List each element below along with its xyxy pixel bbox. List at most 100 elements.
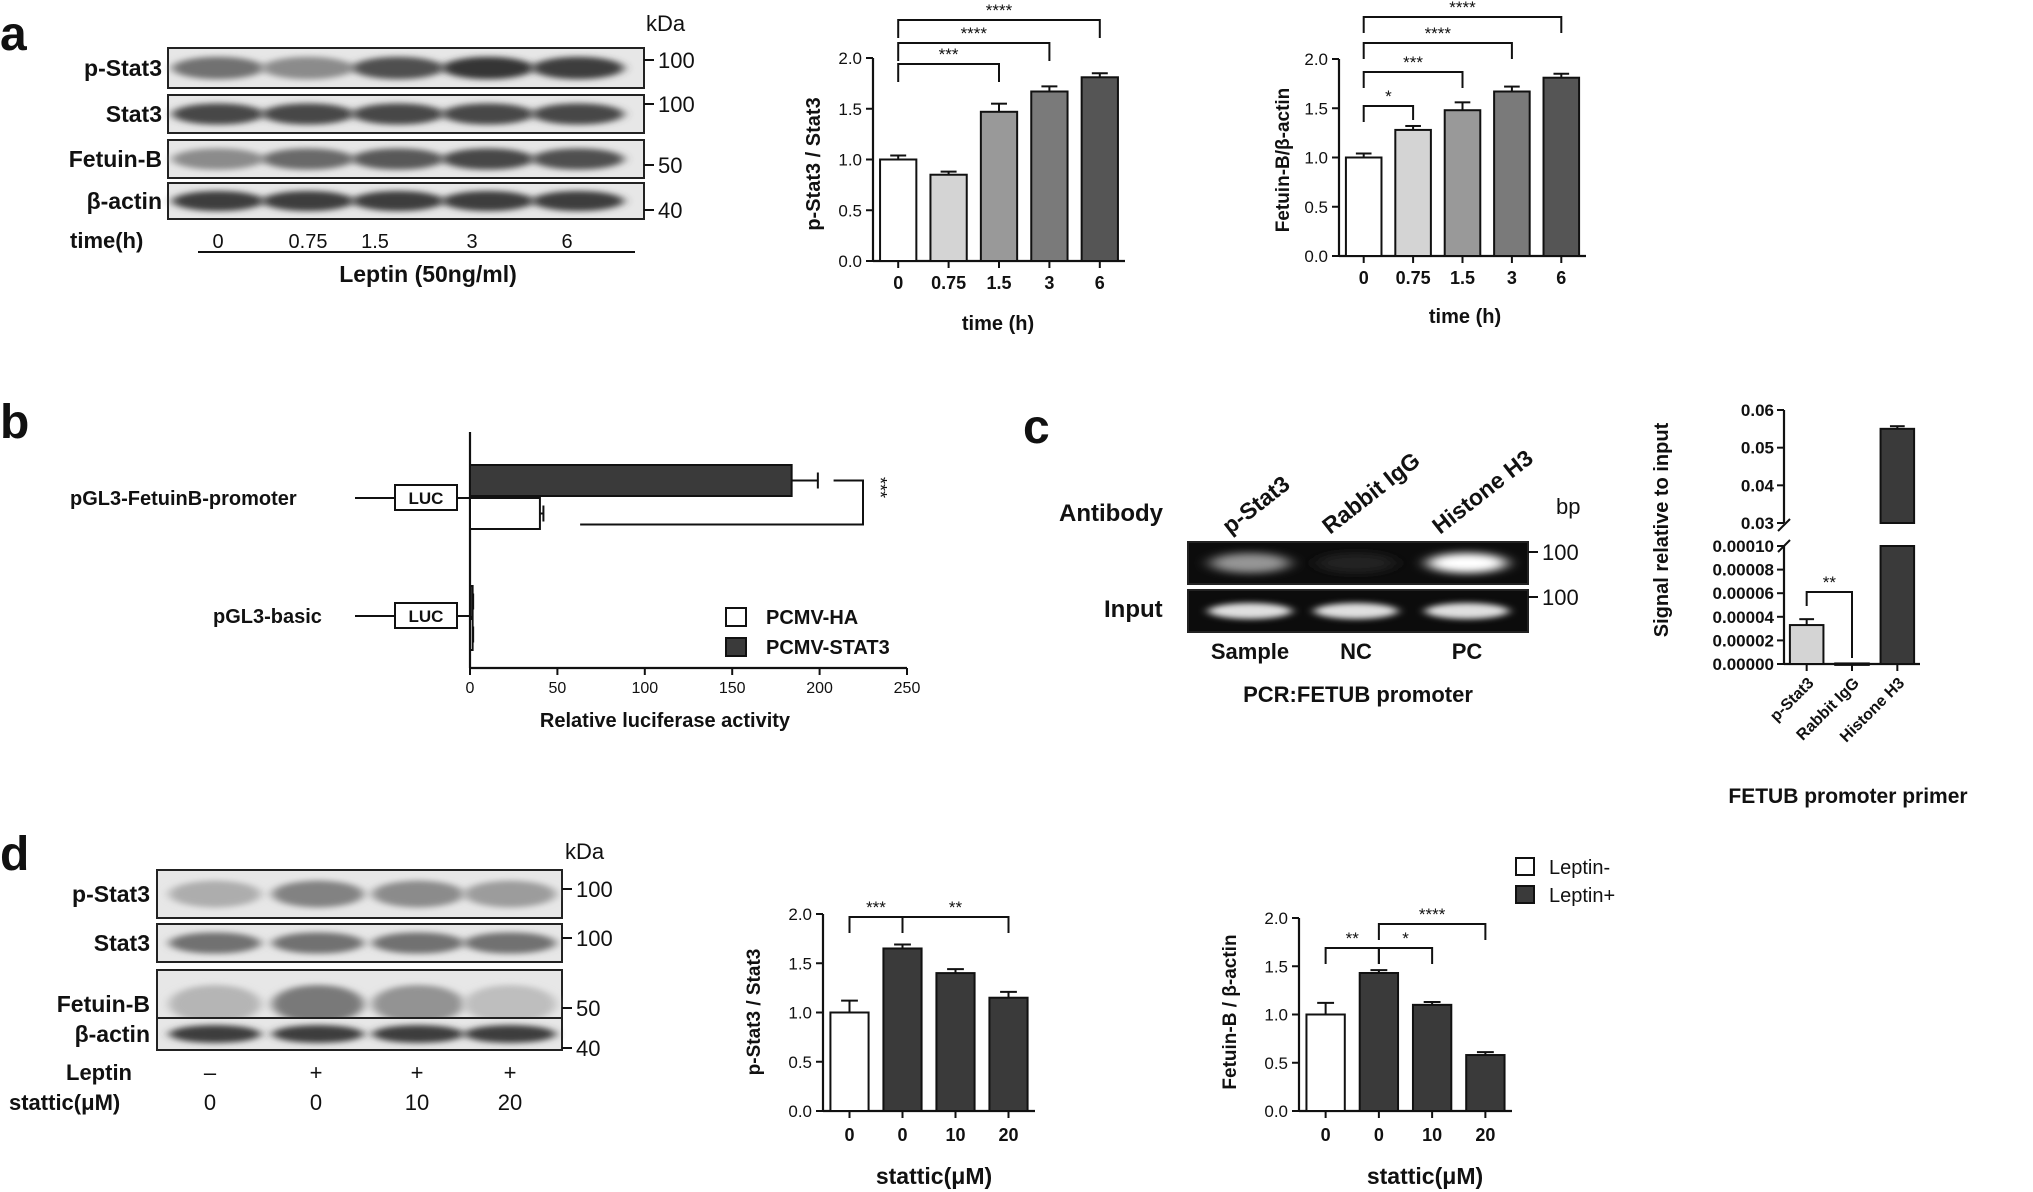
significance-bracket xyxy=(1362,105,1415,122)
blot-band xyxy=(464,932,556,954)
x-tick-label: 0.75 xyxy=(1396,268,1431,288)
significance-label: ** xyxy=(949,898,963,917)
blot-band xyxy=(272,932,364,954)
gel-band xyxy=(1427,553,1507,573)
x-tick-label: 0 xyxy=(844,1125,854,1145)
blot-band xyxy=(262,103,354,125)
blot-a-lane-labels: 0 0.75 1.5 3 6 xyxy=(212,231,572,253)
y-tick-label: 2.0 xyxy=(1264,909,1288,928)
leptin-lane-label: + xyxy=(504,1060,517,1085)
legend-d-swatch-leptin-plus xyxy=(1515,885,1535,904)
x-tick-label: 150 xyxy=(719,680,746,697)
y-tick-label: 0.00010 xyxy=(1713,537,1774,556)
bar xyxy=(1788,624,1825,665)
x-tick-label: 20 xyxy=(998,1125,1018,1145)
significance-bracket xyxy=(1377,947,1434,964)
blot-row-label: β-actin xyxy=(87,188,162,214)
gel-c-bp-header: bp xyxy=(1556,494,1580,519)
luc-box-promoter xyxy=(394,484,458,511)
y-tick-label: 0.00006 xyxy=(1713,584,1774,603)
blot-band xyxy=(532,103,624,125)
chart-a-fetuinb-xlabel: time (h) xyxy=(1429,306,1501,328)
x-tick-label: 0 xyxy=(1359,268,1369,288)
gel-c-lane-pc: PC xyxy=(1452,639,1483,664)
lane-label: 1.5 xyxy=(361,231,389,253)
bar xyxy=(469,497,541,530)
blot-d-rows: p-Stat3 100 Stat3 100 Fetuin-B 50 β-actin 40 xyxy=(57,869,613,1061)
x-tick-label: 1.5 xyxy=(986,273,1011,293)
significance-bracket xyxy=(1805,591,1853,658)
significance-label: *** xyxy=(870,477,890,498)
blot-band xyxy=(372,1025,464,1043)
stattic-lane-label: 0 xyxy=(204,1090,216,1115)
legend-d-swatch-leptin-minus xyxy=(1515,857,1535,876)
blot-band xyxy=(372,880,464,908)
significance-bracket xyxy=(1362,16,1563,33)
chart-b-luciferase-marks: 0 50 100 150 200 250 *** xyxy=(466,432,921,697)
gel-c-pcr-label: PCR:FETUB promoter xyxy=(1243,682,1473,707)
chart-d-pstat3: 0.00.51.01.52.00 0 10 20*** ** p-Stat3 / Sta… xyxy=(744,898,1035,1189)
chart-d-fetuinb-marks: 0.00.51.01.52.00 0 10 20** ***** xyxy=(1264,905,1512,1145)
blot-band xyxy=(352,148,444,170)
kda-label: 100 xyxy=(658,48,695,73)
legend-b-swatch-ha xyxy=(725,607,747,627)
kda-label: 40 xyxy=(576,1036,600,1061)
significance-bracket xyxy=(1324,947,1380,964)
blot-band xyxy=(262,56,354,80)
bar xyxy=(1411,1003,1453,1112)
x-tick-label: 50 xyxy=(549,680,567,697)
significance-label: **** xyxy=(1419,905,1446,924)
stattic-lane-label: 10 xyxy=(405,1090,429,1115)
blot-band xyxy=(172,148,264,170)
kda-label: 50 xyxy=(576,996,600,1021)
y-tick-label: 1.0 xyxy=(1264,1006,1288,1025)
x-tick-label: 0.75 xyxy=(931,273,966,293)
bar xyxy=(1493,90,1531,257)
kda-label: 100 xyxy=(576,877,613,902)
luc-label-basic: LUC xyxy=(409,607,444,626)
bar xyxy=(829,1011,870,1112)
significance-label: **** xyxy=(1449,0,1476,17)
chart-d-fetuinb-xlabel: stattic(μM) xyxy=(1367,1163,1483,1189)
chart-c-xlabel: FETUB promoter primer xyxy=(1728,785,1967,808)
y-tick-label: 0.04 xyxy=(1741,476,1775,495)
blot-band xyxy=(169,932,261,954)
significance-label: ** xyxy=(1823,573,1837,592)
x-tick-label: 250 xyxy=(894,680,921,697)
gel-band xyxy=(1314,603,1398,619)
bar xyxy=(988,996,1029,1112)
gel-c-strips xyxy=(1187,541,1538,633)
significance-bracket xyxy=(848,916,904,933)
blot-band xyxy=(262,190,354,212)
y-tick-label: 0.05 xyxy=(1741,439,1774,458)
blot-row-label: Fetuin-B xyxy=(69,146,162,172)
chart-a-fetuinb-marks: 0.00.51.01.52.00 0.75 1.5 3 6************ xyxy=(1304,0,1586,288)
legend-b-label-stat3: PCMV-STAT3 xyxy=(766,637,890,659)
x-tick-label: 10 xyxy=(1422,1125,1442,1145)
blot-band xyxy=(169,984,261,1024)
kda-label: 100 xyxy=(576,926,613,951)
y-tick-label: 2.0 xyxy=(788,905,812,924)
y-tick-label: 0.0 xyxy=(1304,247,1328,266)
y-tick-label: 0.0 xyxy=(1264,1102,1288,1121)
bar-upper xyxy=(1879,427,1916,525)
chart-a-pstat3-xlabel: time (h) xyxy=(962,313,1034,335)
blot-band xyxy=(464,984,556,1024)
blot-row-label: Stat3 xyxy=(106,101,162,127)
gel-c-antibody-pstat3: p-Stat3 xyxy=(1217,470,1294,538)
y-tick-label: 1.5 xyxy=(838,100,862,119)
blot-band xyxy=(172,190,264,212)
bar xyxy=(1030,90,1069,263)
gel-band xyxy=(1316,553,1396,573)
blot-row-label: β-actin xyxy=(75,1021,150,1047)
kda-label: 100 xyxy=(658,92,695,117)
lane-label: 6 xyxy=(561,231,572,253)
blot-a-kda-header: kDa xyxy=(646,11,686,36)
blot-d-stattic-label: stattic(μM) xyxy=(9,1090,120,1115)
significance-bracket xyxy=(580,479,864,526)
bar xyxy=(882,947,923,1112)
x-tick-label: 6 xyxy=(1556,268,1566,288)
bar xyxy=(1542,76,1581,257)
lane-label: 0.75 xyxy=(289,231,328,253)
